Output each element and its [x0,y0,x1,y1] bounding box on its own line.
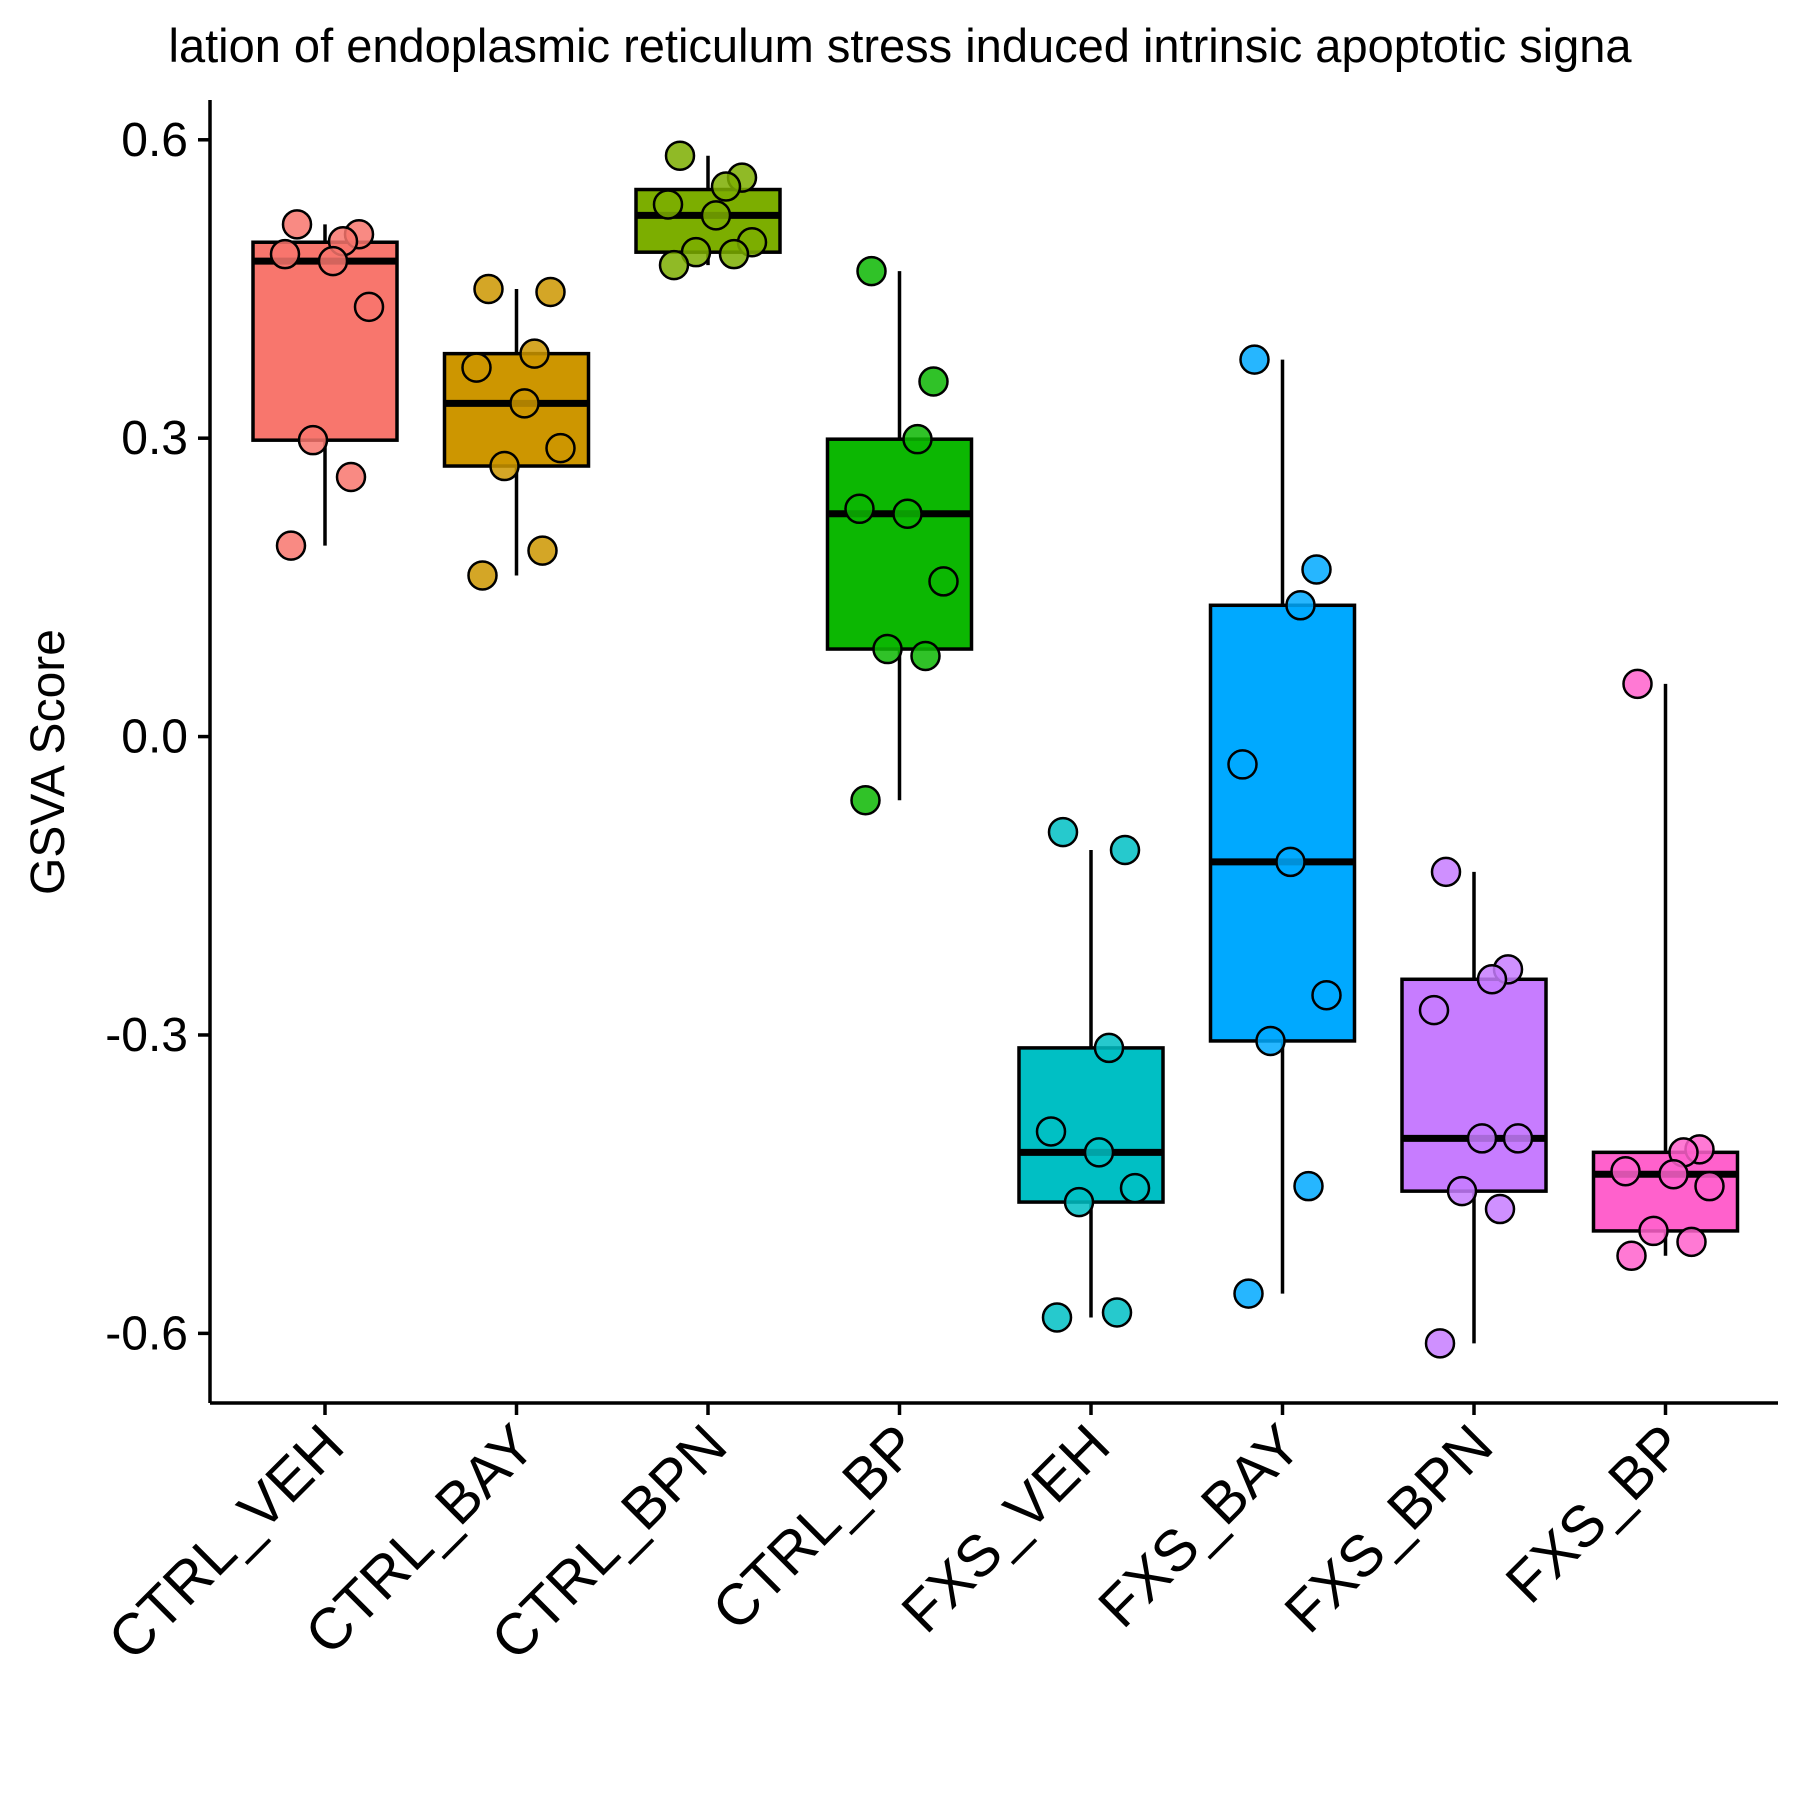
data-point [918,366,949,397]
data-point [1063,1186,1095,1218]
data-point [1466,1123,1498,1154]
data-point [700,200,732,231]
plot-area [251,140,1740,1359]
data-point [1275,846,1306,878]
data-point [710,171,742,202]
data-point [461,352,492,383]
data-point [473,273,504,305]
data-point [281,209,313,240]
box-group-ctrl-veh [251,209,399,561]
data-point [467,560,498,591]
x-tick-label: FXS_BPN [1272,1412,1505,1645]
data-point [1083,1137,1115,1168]
x-tick-label: FXS_VEH [889,1412,1122,1645]
data-point [535,276,566,308]
y-tick-label: -0.3 [105,1009,188,1062]
data-point [353,291,385,323]
box-group-ctrl-bay [442,273,591,591]
data-point [1233,1278,1264,1309]
data-point [1285,590,1316,621]
box-group-ctrl-bpn [634,140,782,281]
data-point [718,238,750,270]
data-point [856,255,887,287]
data-point [1418,994,1450,1026]
data-point [1616,1240,1647,1272]
data-point [297,424,329,456]
data-point [1311,979,1342,1011]
data-point [1676,1226,1707,1258]
y-tick-label: 0.3 [121,412,188,465]
data-point [928,566,959,597]
data-point [844,493,875,525]
data-point [892,498,923,530]
data-point [1041,1302,1073,1333]
data-point [1119,1172,1151,1204]
data-point [275,530,307,561]
data-point [519,338,550,369]
data-point [1101,1297,1133,1328]
data-point [850,784,881,816]
y-axis-label: GSVA Score [22,629,75,895]
data-point [658,249,690,281]
data-point [1424,1328,1456,1359]
data-point [1255,1025,1286,1057]
data-point [872,633,903,665]
box-group-fxs-bpn [1400,856,1548,1359]
data-point [1658,1158,1689,1190]
data-point [664,140,696,171]
data-point [269,238,301,270]
data-point [1035,1116,1067,1147]
data-point [1638,1215,1669,1247]
data-point [1109,834,1141,866]
data-point [1047,816,1079,848]
box-group-fxs-bp [1591,668,1740,1272]
data-point [1610,1155,1641,1187]
data-point [910,640,941,672]
data-point [317,245,349,277]
data-point [1430,856,1462,888]
box-group-ctrl-bp [825,255,974,816]
data-point [1093,1032,1125,1064]
data-point [1694,1170,1725,1202]
data-point [1293,1170,1324,1202]
data-point [1239,344,1270,375]
data-point [652,189,684,220]
data-point [1484,1193,1516,1225]
data-point [902,423,933,455]
chart-title: lation of endoplasmic reticulum stress i… [169,19,1633,72]
data-point [1446,1175,1478,1207]
box [1208,603,1357,1043]
data-point [1476,964,1508,995]
data-point [489,450,520,482]
data-point [1301,554,1332,585]
box-group-fxs-bay [1208,344,1357,1309]
data-point [1622,668,1653,700]
y-tick-label: -0.6 [105,1307,188,1360]
box [825,437,974,651]
box-group-fxs-veh [1017,816,1165,1333]
y-tick-label: 0.6 [121,114,188,167]
y-tick-label: 0.0 [121,711,188,764]
data-point [335,461,367,493]
x-tick-label: CTRL_BP [700,1412,931,1643]
data-point [527,535,558,566]
x-tick-label: FXS_BP [1493,1412,1696,1615]
data-point [1227,749,1258,780]
data-point [545,432,576,464]
data-point [1502,1123,1534,1154]
data-point [509,388,540,419]
